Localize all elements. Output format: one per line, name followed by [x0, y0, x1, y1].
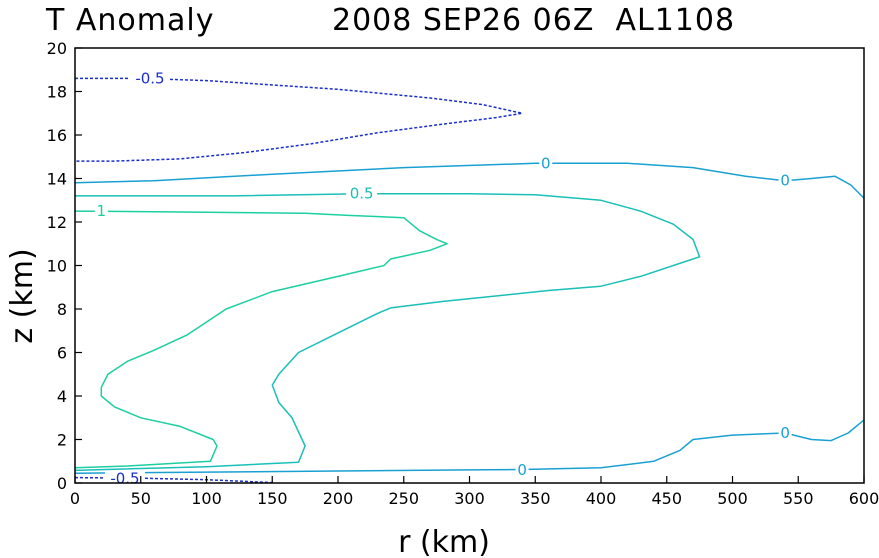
contour-line-0	[74, 162, 865, 199]
ticks-layer: 0 50 100 150 200 250 300 350 400 450 500 550 6000246…	[47, 39, 879, 508]
contour-label-neg-0p5: -0.5	[135, 69, 164, 87]
y-tick-label: 18	[47, 83, 67, 102]
y-tick-label: 2	[57, 431, 67, 450]
chart-title-date-storm: 2008 SEP26 06Z AL1108	[332, 3, 735, 38]
x-tick-label: 150	[257, 489, 288, 508]
x-tick-label: 100	[191, 489, 222, 508]
contour-label-background	[515, 461, 529, 478]
contour-line-0	[74, 419, 865, 474]
contour-label-background	[94, 203, 108, 220]
x-tick-label: 600	[849, 489, 879, 508]
chart-title-variable: T Anomaly	[45, 3, 214, 38]
contour-line-neg-0p5	[75, 77, 523, 162]
contour-labels-layer: -0.5 -0.5 0 0 0 0 0.5 1	[94, 69, 792, 488]
y-tick-label: 6	[57, 344, 67, 363]
x-tick-label: 200	[323, 489, 354, 508]
x-tick-label: 350	[520, 489, 551, 508]
y-tick-label: 0	[57, 474, 67, 493]
contours-layer	[74, 77, 865, 484]
contour-label-1: 1	[97, 202, 107, 220]
contour-line-0p5	[74, 192, 701, 472]
x-tick-label: 250	[388, 489, 419, 508]
x-tick-label: 450	[651, 489, 682, 508]
x-tick-label: 550	[783, 489, 814, 508]
contour-label-background	[129, 70, 170, 87]
x-tick-label: 400	[586, 489, 617, 508]
contour-line-neg-0p5	[74, 476, 273, 484]
y-tick-label: 16	[47, 126, 67, 145]
y-tick-label: 4	[57, 387, 67, 406]
contour-label-background	[346, 185, 378, 202]
x-tick-label: 500	[717, 489, 748, 508]
contour-label-neg-0p5: -0.5	[110, 470, 139, 488]
y-tick-label: 12	[47, 213, 67, 232]
plot-frame	[74, 47, 865, 484]
y-tick-label: 20	[47, 39, 67, 58]
contour-line-1	[74, 210, 448, 469]
contour-label-0p5: 0.5	[350, 185, 374, 203]
x-axis-label: r (km)	[398, 525, 490, 558]
x-tick-label: 300	[454, 489, 485, 508]
y-tick-label: 8	[57, 300, 67, 319]
contour-label-0: 0	[517, 461, 527, 479]
contour-label-background	[778, 424, 792, 441]
x-tick-label: 50	[131, 489, 151, 508]
contour-label-0: 0	[780, 424, 790, 442]
y-axis-label: z (km)	[5, 248, 40, 343]
contour-label-background	[539, 155, 553, 172]
contour-label-0: 0	[541, 154, 551, 172]
contour-label-0: 0	[780, 172, 790, 190]
contour-label-background	[778, 172, 792, 189]
y-tick-label: 14	[47, 170, 67, 189]
x-tick-label: 0	[70, 489, 80, 508]
y-tick-label: 10	[47, 257, 67, 276]
